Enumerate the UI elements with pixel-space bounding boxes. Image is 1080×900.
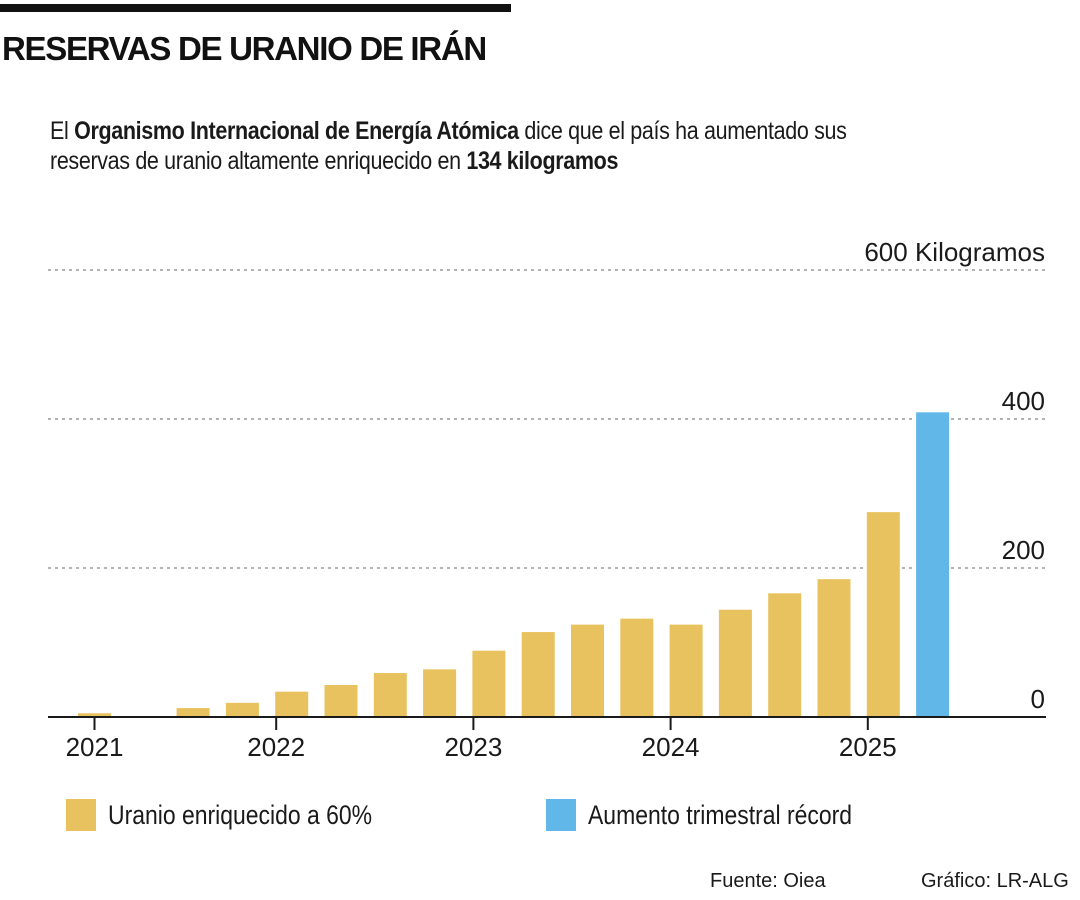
top-rule [0,4,511,12]
footer-source: Fuente: Oiea [710,870,826,892]
bar [225,702,259,717]
y-tick-label-200: 200 [1002,535,1045,565]
footer-credit: Gráfico: LR-ALG [921,870,1069,892]
x-tick-label-2024: 2024 [642,732,700,762]
bar [866,512,900,717]
legend-item-blue: Aumento trimestral récord [546,798,899,832]
subtitle-text: dice que el país ha aumentado sus [518,117,847,145]
bar [521,632,555,717]
subtitle-line-2: reservas de uranio altamente enriquecido… [50,146,910,176]
x-tick-label-2021: 2021 [66,732,124,762]
chart-subtitle: El Organismo Internacional de Energía At… [50,116,910,176]
legend-item-gold: Uranio enriquecido a 60% [66,798,419,832]
bar [620,618,654,717]
bar [275,691,309,717]
x-tick-label-2025: 2025 [839,732,897,762]
bar [78,713,111,717]
bar [718,609,752,717]
bar-record [916,412,950,717]
legend-swatch-gold [66,799,96,831]
subtitle-bold-amount: 134 kilogramos [466,147,619,175]
subtitle-bold-org: Organismo Internacional de Energía Atómi… [74,117,519,145]
bar [669,624,703,717]
bar [176,708,210,717]
bar [472,650,506,717]
bar [373,673,407,717]
chart-title: RESERVAS DE URANIO DE IRÁN [2,30,487,67]
bar [571,624,604,717]
x-tick-label-2023: 2023 [444,732,502,762]
bar [817,579,851,717]
legend-label-gold: Uranio enriquecido a 60% [108,799,373,830]
bar [768,593,802,717]
subtitle-text: El [50,117,75,145]
bar [423,669,457,717]
bar [324,684,358,717]
subtitle-text: reservas de uranio altamente enriquecido… [50,147,467,175]
y-tick-label-600: 600 Kilogramos [864,237,1045,267]
subtitle-line-1: El Organismo Internacional de Energía At… [50,116,910,146]
x-tick-label-2022: 2022 [247,732,305,762]
legend-swatch-blue [546,799,576,831]
y-tick-label-0: 0 [1031,684,1045,714]
legend-label-blue: Aumento trimestral récord [588,799,853,830]
y-tick-label-400: 400 [1002,386,1045,416]
